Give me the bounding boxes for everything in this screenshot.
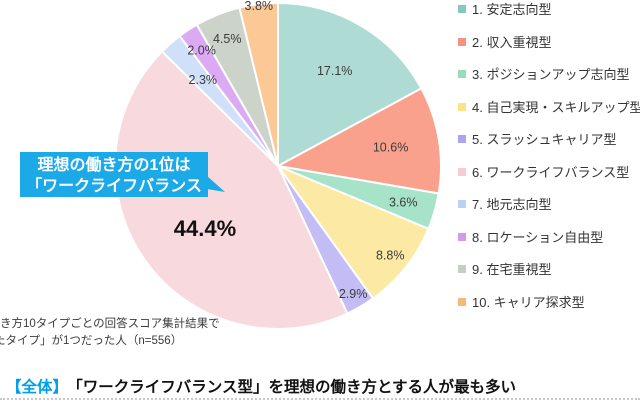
legend-item-1: 1. 安定志向型 <box>458 2 640 17</box>
legend-marker-icon <box>458 297 466 306</box>
legend-item-5: 5. スラッシュキャリア型 <box>458 132 640 147</box>
legend: 1. 安定志向型 2. 収入重視型 3. ポジションアップ志向型 4. 自己実現・スキ… <box>458 2 640 327</box>
callout-line2: 「ワークライフバランス型」 <box>26 178 202 216</box>
legend-label: 7. 地元志向型 <box>472 197 552 212</box>
pie-label-1: 17.1% <box>317 64 352 78</box>
legend-item-4: 4. 自己実現・スキルアップ型 <box>458 100 640 115</box>
legend-label: 1. 安定志向型 <box>472 2 552 17</box>
bottom-caption: 【全体】 「ワークライフバランス型」を理想の働き方とする人が最も多い <box>6 375 516 397</box>
pie-label-10: 3.8% <box>245 0 274 13</box>
pie-slice-1 <box>277 2 423 167</box>
legend-label: 4. 自己実現・スキルアップ型 <box>472 99 640 115</box>
pie-label-5: 2.9% <box>339 287 368 301</box>
legend-item-10: 10. キャリア探求型 <box>458 295 640 310</box>
caption-tag: 【全体】 <box>6 379 69 396</box>
legend-label: 6. ワークライフバランス型 <box>472 164 630 180</box>
pie-label-8: 2.0% <box>187 43 216 57</box>
pie-slice-4 <box>277 165 430 300</box>
legend-marker-icon <box>458 232 466 241</box>
pie-label-7: 2.3% <box>189 73 218 87</box>
legend-label: 2. 収入重視型 <box>472 34 552 50</box>
pie-slice-6 <box>114 50 349 330</box>
legend-item-6: 6. ワークライフバランス型 <box>458 165 640 180</box>
legend-marker-icon <box>458 135 466 143</box>
legend-item-9: 9. 在宅重視型 <box>458 262 640 277</box>
legend-label: 3. ポジションアップ志向型 <box>472 67 630 82</box>
legend-marker-icon <box>458 167 466 176</box>
legend-item-3: 3. ポジションアップ志向型 <box>458 67 640 82</box>
legend-marker-icon <box>458 102 466 111</box>
pie-label-9: 4.5% <box>213 32 242 46</box>
legend-item-7: 7. 地元志向型 <box>458 197 640 212</box>
callout-tail-icon <box>207 176 225 192</box>
legend-marker-icon <box>458 265 466 273</box>
pie-slice-2 <box>277 87 442 195</box>
legend-marker-icon <box>458 37 466 46</box>
bottom-dotted-divider <box>0 398 640 400</box>
legend-marker-icon <box>458 200 466 208</box>
legend-label: 5. スラッシュキャリア型 <box>472 132 617 147</box>
pie-label-3: 3.6% <box>389 195 418 209</box>
callout-line1: 理想の働き方の1位は <box>37 157 191 174</box>
footnote-line2: たタイプ」が1つだった人（n=556） <box>0 335 183 347</box>
legend-label: 9. 在宅重視型 <box>472 262 552 277</box>
legend-item-8: 8. ロケーション自由型 <box>458 230 640 245</box>
footnote: き方10タイプごとの回答スコア集計結果で たタイプ」が1つだった人（n=556） <box>0 316 230 350</box>
legend-item-2: 2. 収入重視型 <box>458 35 640 50</box>
legend-label: 10. キャリア探求型 <box>472 294 585 310</box>
pie-label-2: 10.6% <box>373 140 408 154</box>
pie-label-4: 8.8% <box>376 248 405 262</box>
legend-marker-icon <box>458 5 466 13</box>
callout-bubble: 理想の働き方の1位は 「ワークライフバランス型」 <box>20 152 225 216</box>
legend-label: 8. ロケーション自由型 <box>472 229 604 245</box>
pie-label-6: 44.4% <box>174 216 236 241</box>
legend-marker-icon <box>458 70 466 78</box>
pie-slice-10 <box>238 2 279 167</box>
footnote-line1: き方10タイプごとの回答スコア集計結果で <box>0 318 220 330</box>
caption-text: 「ワークライフバランス型」を理想の働き方とする人が最も多い <box>75 379 516 396</box>
